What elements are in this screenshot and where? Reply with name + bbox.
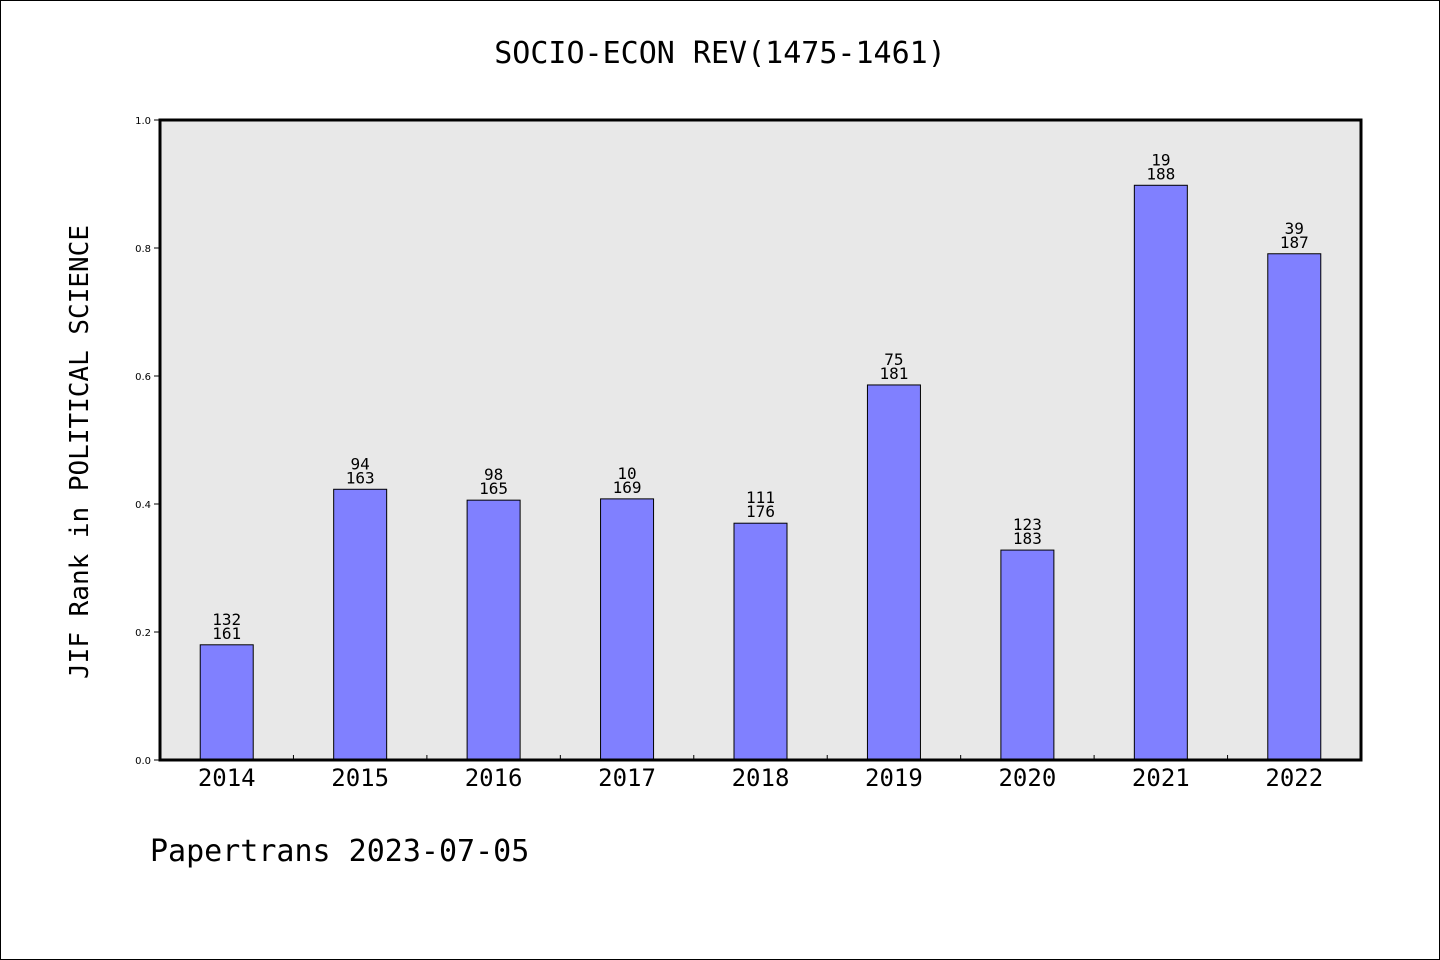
total-label: 187 [1280,233,1309,252]
bar-2022 [1267,253,1322,761]
chart-title: SOCIO-ECON REV(1475-1461) [494,36,946,71]
total-label: 169 [613,478,642,497]
total-label: 183 [1013,529,1042,548]
rank-label: 39 [1285,219,1304,238]
x-tick-label: 2017 [598,764,656,792]
y-tick-label: 0.2 [135,628,151,639]
rank-label: 123 [1013,515,1042,534]
bar-2017 [600,498,655,761]
rank-label: 132 [212,610,241,629]
bar-2015 [333,488,388,761]
rank-label: 98 [484,465,503,484]
total-label: 163 [346,468,375,487]
bar-2018 [733,522,788,761]
rank-label: 111 [746,488,775,507]
total-label: 165 [479,479,508,498]
total-label: 176 [746,502,775,521]
total-label: 161 [212,624,241,643]
y-tick-label: 0.8 [135,244,151,255]
footer-credit: Papertrans 2023-07-05 [150,834,530,869]
y-axis-label: JIF Rank in POLITICAL SCIENCE [65,225,95,679]
y-tick-label: 0.6 [135,372,151,383]
x-tick-label: 2020 [998,764,1056,792]
x-tick-label: 2021 [1132,764,1190,792]
x-tick-label: 2016 [465,764,523,792]
y-tick-label: 1.0 [135,116,151,127]
bar-2020 [1000,549,1055,761]
total-label: 181 [879,364,908,383]
x-tick-label: 2014 [198,764,256,792]
x-tick-label: 2019 [865,764,923,792]
x-tick-label: 2018 [732,764,790,792]
x-tick-label: 2022 [1265,764,1323,792]
total-label: 188 [1146,164,1175,183]
bar-2014 [199,644,254,761]
bar-2019 [866,384,921,761]
bar-2016 [466,499,521,761]
x-tick-label: 2015 [331,764,389,792]
rank-label: 10 [617,464,636,483]
rank-label: 75 [884,350,903,369]
y-tick-label: 0.4 [135,500,151,511]
rank-label: 19 [1151,150,1170,169]
rank-label: 94 [351,454,370,473]
plot-border [158,118,1363,762]
y-tick-label: 0.0 [135,756,151,767]
bar-2021 [1133,184,1188,761]
